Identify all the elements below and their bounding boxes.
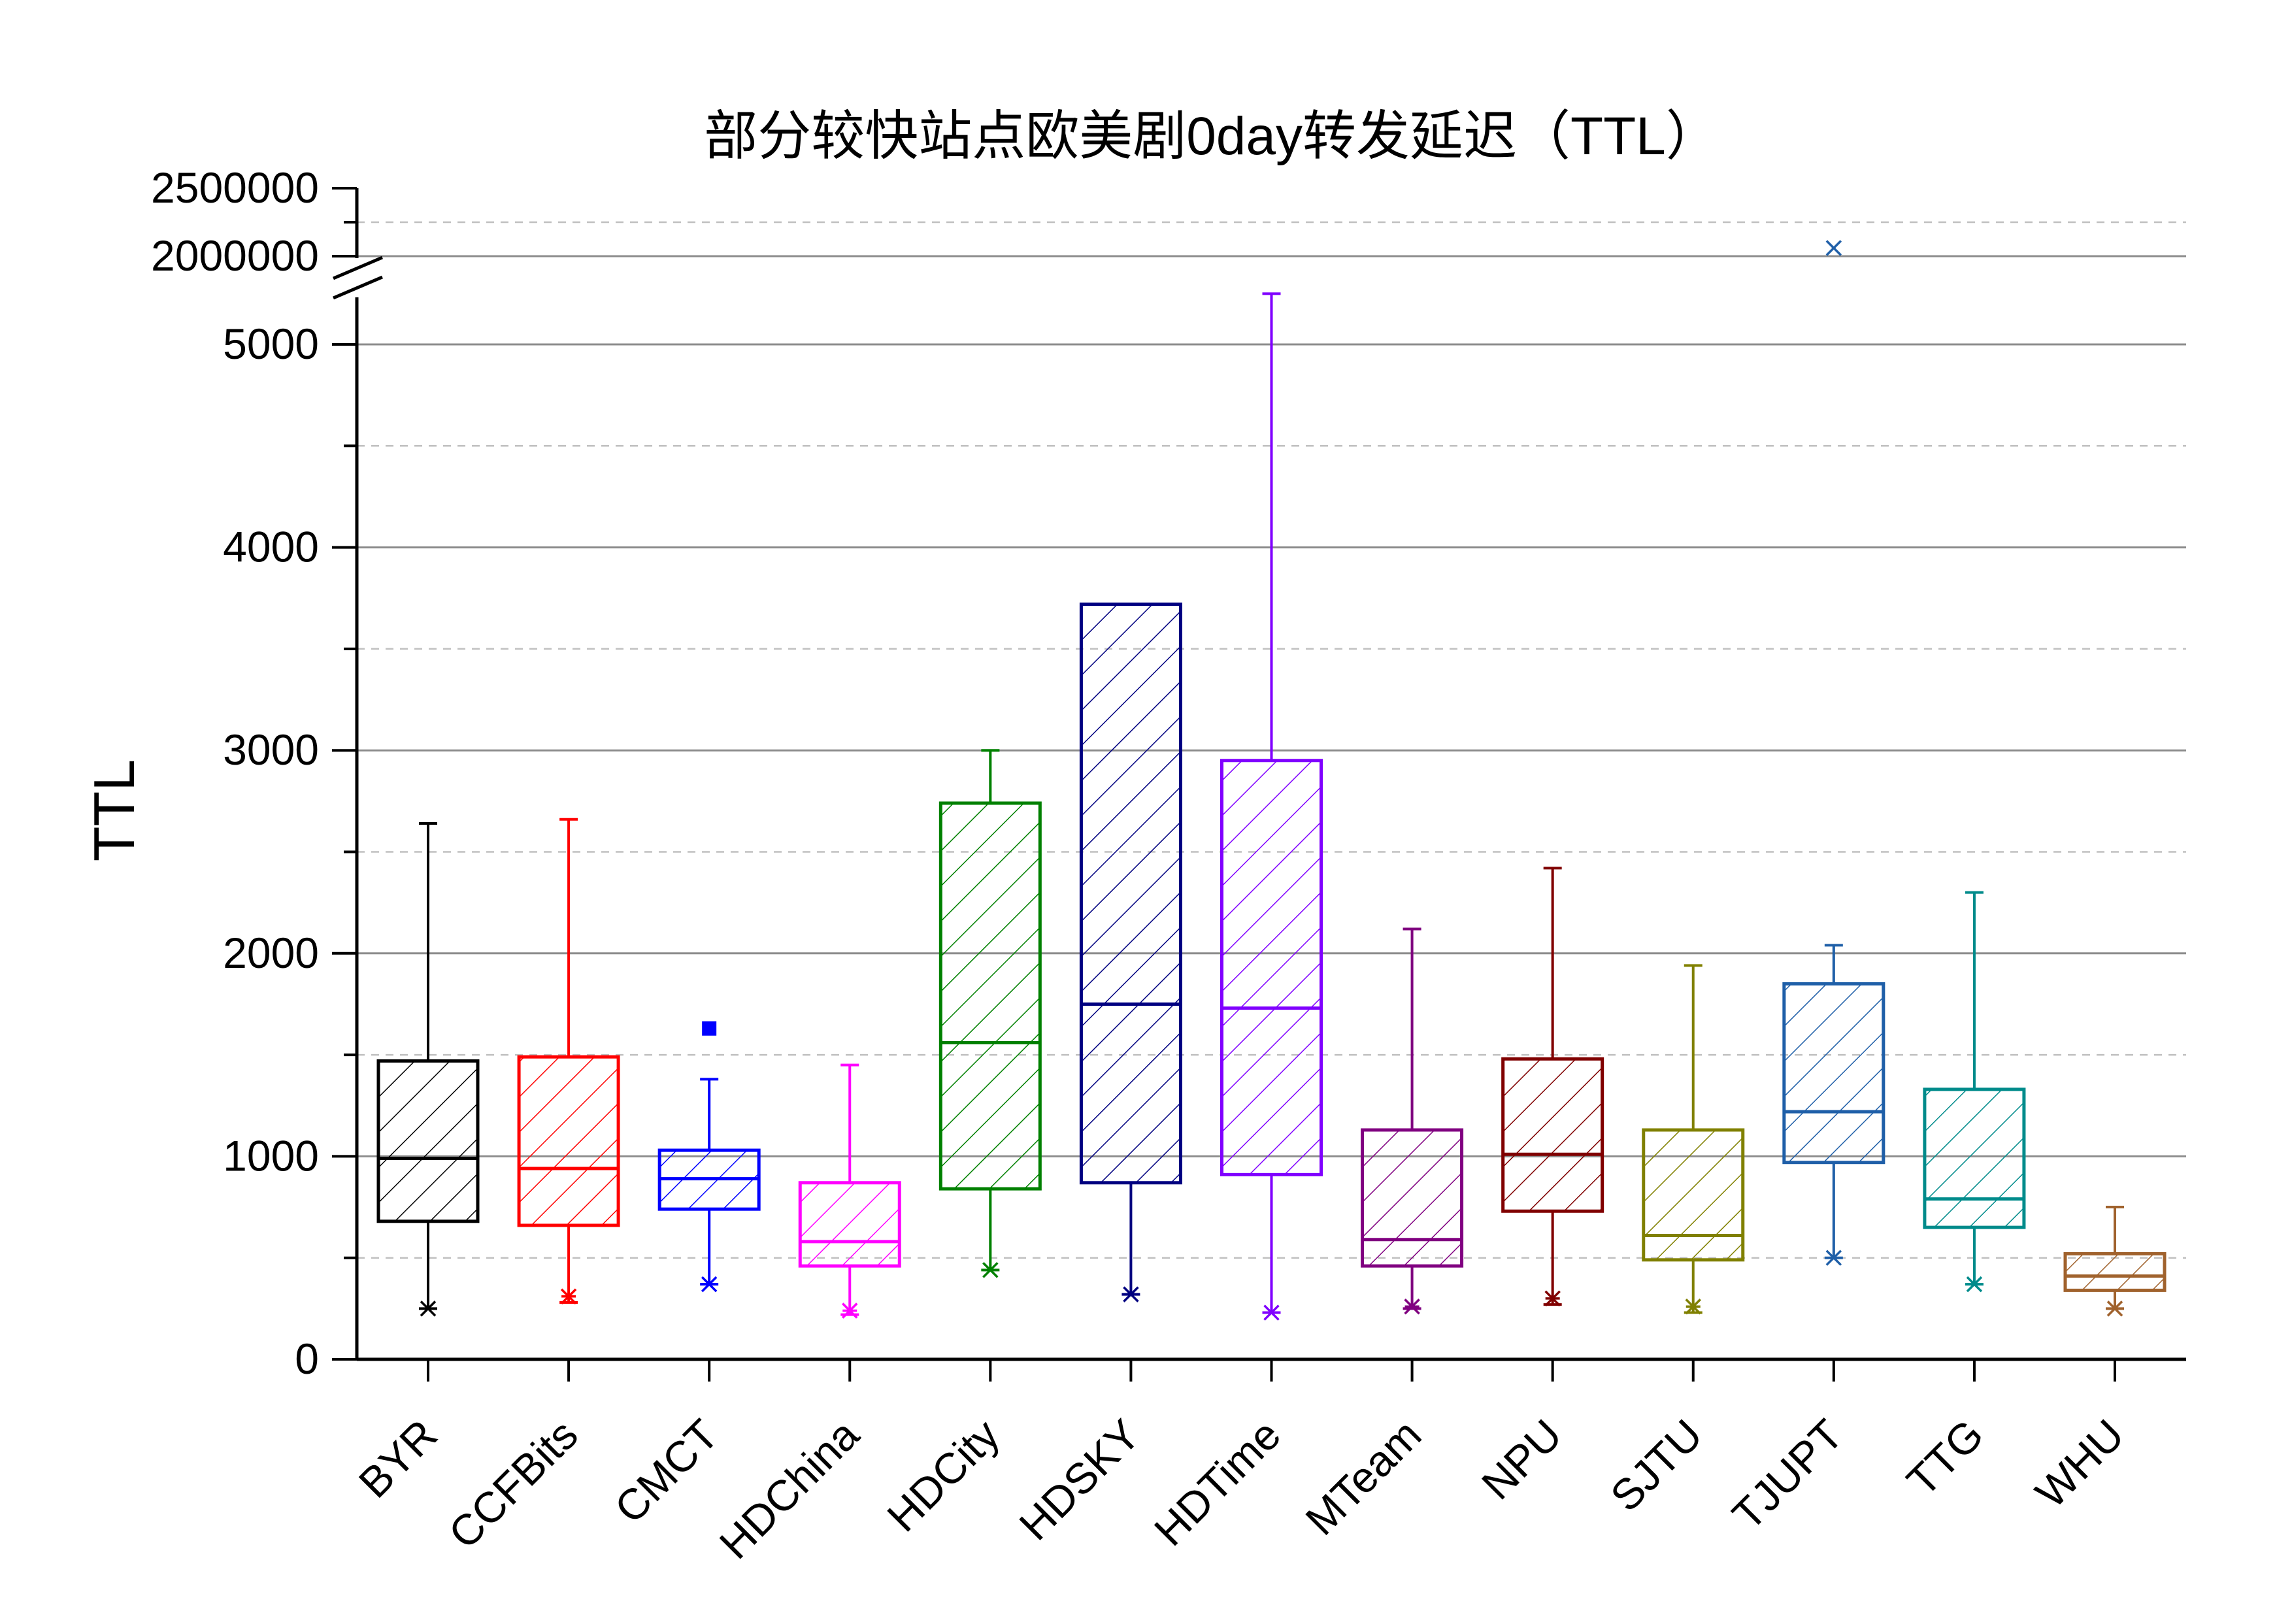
box-hdsky [1079,603,1182,1302]
y-tick-label: 2000000 [151,231,319,280]
box-iqr [1501,1057,1604,1213]
box-cmct [657,1021,761,1293]
box-iqr [1079,603,1182,1185]
box-hdchina [798,1063,901,1319]
axis-break-mark [333,256,383,280]
boxes [376,240,2167,1321]
category-label: CMCT [605,1410,727,1533]
category-label: TJUPT [1723,1410,1852,1540]
category-label: CCFBits [439,1410,587,1558]
box-iqr [1220,759,1323,1176]
box-ttg [1923,891,2026,1293]
box-iqr [1782,982,1885,1165]
box-iqr [376,1059,480,1223]
y-tick-label: 2500000 [151,163,319,212]
box-hdtime [1220,292,1323,1321]
box-iqr [938,801,1042,1191]
chart-title: 部分较快站点欧美剧0day转发延迟（TTL） [704,107,1719,166]
outlier-marker [1825,240,1842,256]
category-label: MTeam [1296,1410,1430,1544]
box-whu [2063,1206,2167,1317]
category-label: WHU [2026,1410,2133,1517]
box-iqr [517,1055,620,1227]
box-iqr [2063,1251,2167,1292]
category-label: TTG [1897,1410,1993,1506]
y-tick-label: 2000 [223,929,319,977]
y-tick-label: 1000 [223,1131,319,1180]
category-label: SJTU [1601,1410,1712,1521]
y-tick-label: 0 [295,1334,319,1383]
category-label: HDChina [710,1410,868,1568]
box-mteam [1361,927,1464,1315]
box-byr [376,822,480,1317]
outlier-marker [702,1021,717,1036]
category-label: HDSKY [1010,1410,1149,1549]
category-label: NPU [1472,1410,1571,1509]
box-iqr [1642,1128,1745,1262]
y-tick-label: 5000 [223,320,319,368]
y-axis-label: TTL [82,759,146,861]
box-iqr [1923,1087,2026,1229]
box-iqr [1361,1128,1464,1268]
box-ccfbits [517,818,620,1304]
box-npu [1501,867,1604,1307]
y-tick-label: 3000 [223,725,319,774]
box-iqr [798,1181,901,1268]
box-hdcity [938,749,1042,1278]
category-label: HDCity [878,1410,1008,1541]
y-tick-label: 4000 [223,523,319,571]
box-sjtu [1642,964,1745,1315]
category-label: BYR [350,1410,446,1507]
axes: 0 1000 2000 3000 4000 5000 2000000 2500000 [151,163,2186,1383]
category-label: HDTime [1145,1410,1290,1555]
box-tjupt [1782,240,1885,1266]
axis-break-mark [333,275,383,300]
